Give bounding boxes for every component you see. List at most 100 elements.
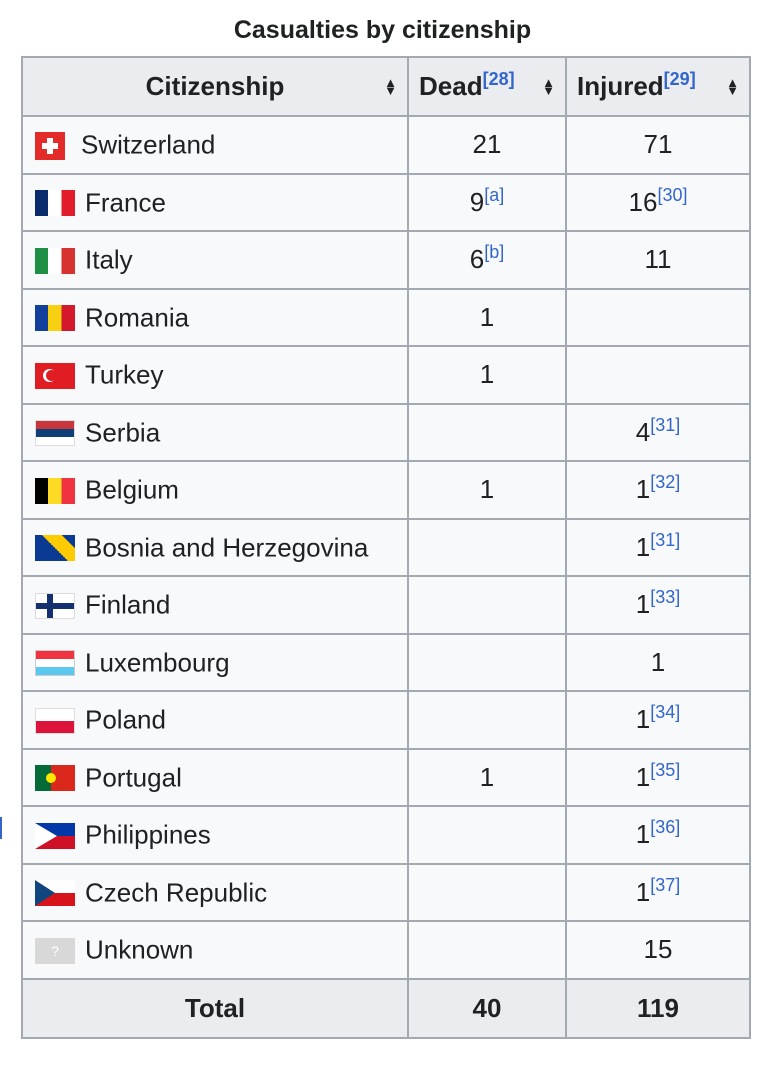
- injured-value: 1: [635, 531, 651, 562]
- table-caption: Casualties by citizenship: [233, 16, 532, 44]
- injured-value: 1: [635, 819, 651, 850]
- injured-cell: 1[37]: [565, 862, 751, 922]
- table-row: Italy 6[b] 11: [21, 230, 751, 290]
- country-link[interactable]: Serbia: [85, 417, 161, 448]
- flag-ba-icon[interactable]: [35, 535, 75, 562]
- flag-ch-icon[interactable]: [35, 131, 65, 160]
- header-dead[interactable]: Dead[28] ▲ ▼: [407, 56, 567, 117]
- dead-cell: [407, 402, 567, 462]
- table-row: Czech Republic 1[37]: [21, 862, 751, 922]
- reference-link[interactable]: [35]: [650, 759, 681, 780]
- flag-tr-icon[interactable]: [35, 362, 75, 389]
- dead-cell: 9[a]: [407, 172, 567, 232]
- table-row: Portugal 1 1[35]: [21, 747, 751, 807]
- reference-link[interactable]: [29]: [663, 69, 696, 89]
- flag-unk-icon[interactable]: ?: [35, 937, 75, 964]
- header-injured[interactable]: Injured[29] ▲ ▼: [565, 56, 751, 117]
- injured-cell: 16[30]: [565, 172, 751, 232]
- injured-value: 1: [635, 761, 651, 792]
- citizenship-cell: Serbia: [21, 402, 409, 462]
- flag-ro-icon[interactable]: [35, 305, 75, 332]
- reference-link[interactable]: [b]: [484, 242, 505, 263]
- injured-value: 1: [635, 704, 651, 735]
- country-link[interactable]: Romania: [85, 302, 190, 333]
- dead-value: 1: [479, 761, 495, 792]
- reference-link[interactable]: [36]: [650, 817, 681, 838]
- injured-cell: 15: [565, 920, 751, 980]
- injured-value: 71: [643, 129, 673, 160]
- table-row: Poland 1[34]: [21, 690, 751, 750]
- country-link[interactable]: Philippines: [85, 820, 211, 851]
- table-row: Bosnia and Herzegovina 1[31]: [21, 517, 751, 577]
- reference-link[interactable]: [31]: [650, 414, 681, 435]
- dead-cell: [407, 575, 567, 635]
- injured-cell: 4[31]: [565, 402, 751, 462]
- total-row: Total 40 119: [21, 977, 751, 1039]
- injured-value: 1: [635, 589, 651, 620]
- citizenship-cell: Czech Republic: [21, 862, 409, 922]
- reference-link[interactable]: [33]: [650, 587, 681, 608]
- dead-cell: [407, 920, 567, 980]
- injured-cell: 1[35]: [565, 747, 751, 807]
- flag-it-icon[interactable]: [35, 247, 75, 274]
- reference-link[interactable]: [31]: [650, 529, 681, 550]
- injured-cell: 71: [565, 115, 751, 175]
- sort-icon[interactable]: ▲ ▼: [384, 74, 397, 98]
- citizenship-cell: Bosnia and Herzegovina: [21, 517, 409, 577]
- header-label: Injured: [577, 71, 664, 101]
- table-row: France 9[a] 16[30]: [21, 172, 751, 232]
- country-link[interactable]: Portugal: [85, 762, 182, 793]
- dead-cell: 1: [407, 747, 567, 807]
- reference-link[interactable]: [34]: [650, 702, 681, 723]
- injured-cell: [565, 345, 751, 405]
- sort-icon[interactable]: ▲ ▼: [542, 74, 555, 98]
- country-link[interactable]: Finland: [85, 590, 171, 621]
- country-link[interactable]: Bosnia and Herzegovina: [85, 532, 369, 563]
- flag-lu-icon[interactable]: [35, 650, 75, 677]
- citizenship-cell: Philippines: [21, 805, 409, 865]
- country-link[interactable]: France: [85, 187, 166, 218]
- dead-cell: 21: [407, 115, 567, 175]
- sort-icon[interactable]: ▲ ▼: [726, 74, 739, 98]
- dead-cell: 6[b]: [407, 230, 567, 290]
- reference-link[interactable]: [a]: [484, 184, 505, 205]
- injured-cell: 1[36]: [565, 805, 751, 865]
- injured-value: 1: [650, 646, 666, 677]
- country-link[interactable]: Czech Republic: [85, 877, 268, 908]
- flag-pl-icon[interactable]: [35, 707, 75, 734]
- reference-link[interactable]: [37]: [650, 874, 681, 895]
- dead-cell: [407, 805, 567, 865]
- table-row: Philippines 1[36]: [21, 805, 751, 865]
- injured-cell: 11: [565, 230, 751, 290]
- flag-fi-icon[interactable]: [35, 592, 75, 619]
- country-link[interactable]: Italy: [85, 245, 133, 276]
- flag-pt-icon[interactable]: [35, 765, 75, 792]
- table-row: Switzerland 21 71: [21, 115, 751, 175]
- flag-rs-icon[interactable]: [35, 420, 75, 447]
- citizenship-cell: Italy: [21, 230, 409, 290]
- total-dead: 40: [407, 977, 567, 1039]
- reference-link[interactable]: [28]: [482, 69, 515, 89]
- table-row: Luxembourg 1: [21, 632, 751, 692]
- country-link[interactable]: Luxembourg: [85, 647, 230, 678]
- citizenship-cell: France: [21, 172, 409, 232]
- citizenship-cell: Portugal: [21, 747, 409, 807]
- dead-cell: 1: [407, 345, 567, 405]
- country-link[interactable]: Switzerland: [81, 130, 216, 161]
- flag-cz-icon[interactable]: [35, 880, 75, 907]
- casualties-table: Citizenship ▲ ▼ Dead[28] ▲ ▼ Injured[29] ▲ ▼ S…: [21, 56, 751, 1039]
- header-citizenship[interactable]: Citizenship ▲ ▼: [21, 56, 409, 117]
- flag-ph-icon[interactable]: [35, 822, 75, 849]
- country-link[interactable]: Belgium: [85, 475, 179, 506]
- country-link[interactable]: Turkey: [85, 360, 164, 391]
- injured-cell: 1[34]: [565, 690, 751, 750]
- injured-value: 16: [628, 186, 658, 217]
- injured-value: 4: [635, 416, 651, 447]
- table-row: Turkey 1: [21, 345, 751, 405]
- country-link[interactable]: Poland: [85, 705, 166, 736]
- flag-be-icon[interactable]: [35, 477, 75, 504]
- reference-link[interactable]: [32]: [650, 472, 681, 493]
- flag-fr-icon[interactable]: [35, 190, 75, 217]
- reference-link[interactable]: [30]: [657, 184, 688, 205]
- country-link[interactable]: Unknown: [85, 935, 194, 966]
